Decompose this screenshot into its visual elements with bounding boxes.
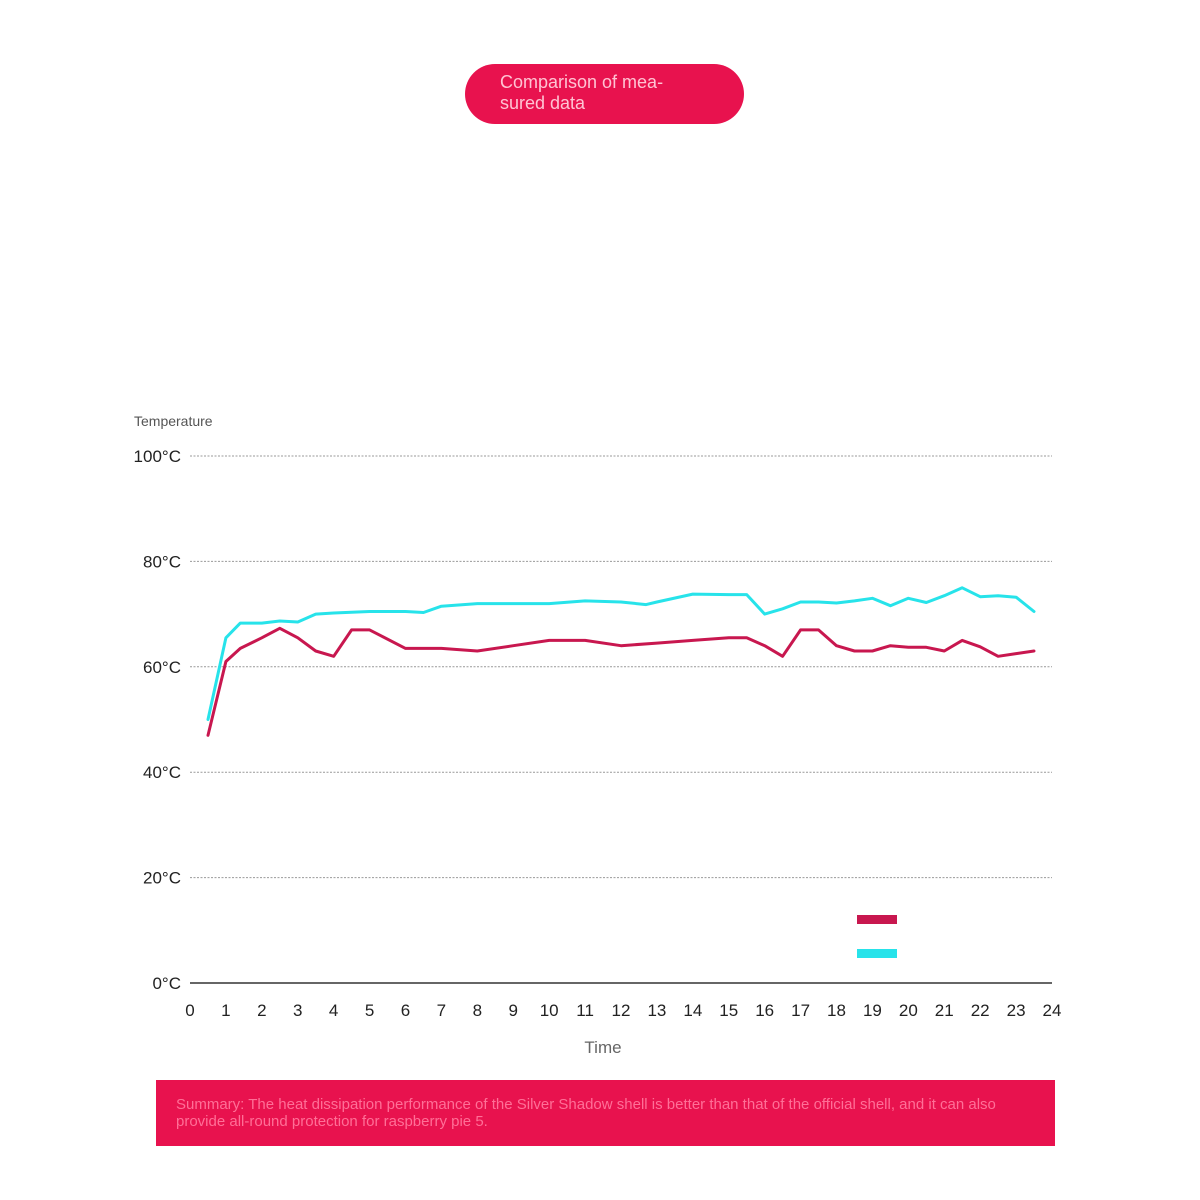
x-tick-label: 2 [257,1001,266,1020]
x-tick-label: 19 [863,1001,882,1020]
x-tick-label: 7 [437,1001,446,1020]
x-tick-label: 24 [1043,1001,1062,1020]
y-axis-label: Temperature [134,413,213,429]
legend-swatch [857,949,897,958]
x-tick-label: 10 [540,1001,559,1020]
x-tick-label: 21 [935,1001,954,1020]
grid-lines [190,455,1052,984]
x-tick-label: 17 [791,1001,810,1020]
x-tick-label: 23 [1007,1001,1026,1020]
x-tick-label: 16 [755,1001,774,1020]
y-tick-label: 60°C [143,658,181,677]
series-line [206,626,1036,737]
x-axis-label: Time [584,1038,621,1057]
x-tick-label: 5 [365,1001,374,1020]
summary-banner: Summary: The heat dissipation performanc… [156,1080,1055,1146]
y-tick-label: 0°C [152,974,181,993]
x-tick-label: 20 [899,1001,918,1020]
y-tick-label: 40°C [143,763,181,782]
y-tick-labels: 0°C 20°C 40°C 60°C 80°C 100°C [134,447,181,993]
page-title: Comparison of mea- sured data [465,64,744,124]
y-tick-label: 100°C [134,447,181,466]
x-tick-label: 8 [473,1001,482,1020]
x-tick-label: 6 [401,1001,410,1020]
x-tick-label: 14 [683,1001,702,1020]
x-tick-label: 0 [185,1001,194,1020]
y-tick-label: 20°C [143,869,181,888]
x-tick-label: 11 [576,1001,594,1020]
series-line [206,586,1036,721]
x-tick-label: 3 [293,1001,302,1020]
x-tick-label: 12 [612,1001,631,1020]
summary-text: Summary: The heat dissipation performanc… [176,1096,996,1130]
x-tick-label: 1 [221,1001,230,1020]
x-tick-label: 15 [719,1001,738,1020]
x-tick-labels: 0 1 2 3 4 5 6 7 8 9 10 11 12 13 14 15 16 17 18 19 20 21 22 23 24 [185,1001,1061,1020]
y-tick-label: 80°C [143,552,181,571]
x-tick-label: 13 [647,1001,666,1020]
legend-swatch [857,915,897,924]
series-lines [206,586,1036,737]
title-text: Comparison of mea- sured data [500,72,664,113]
x-tick-label: 18 [827,1001,846,1020]
x-tick-label: 22 [971,1001,990,1020]
x-tick-label: 9 [509,1001,518,1020]
x-tick-label: 4 [329,1001,338,1020]
legend [857,915,897,958]
